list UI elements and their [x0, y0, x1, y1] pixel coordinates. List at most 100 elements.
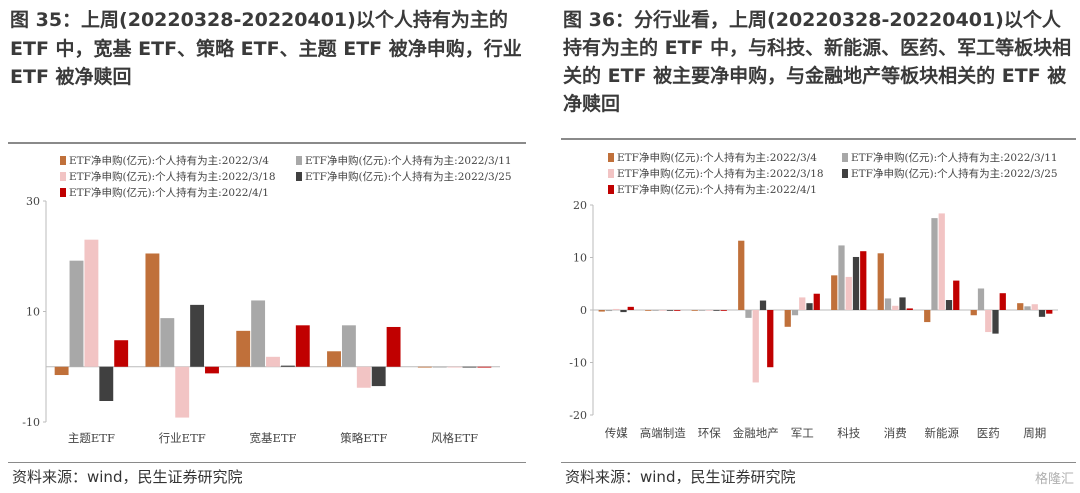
bar — [906, 308, 913, 310]
x-tick-label: 风格ETF — [431, 431, 478, 445]
bar — [145, 253, 160, 367]
bar — [899, 297, 906, 310]
legend-swatch — [842, 169, 848, 178]
source-divider — [561, 462, 1076, 463]
bar — [759, 300, 767, 310]
x-tick-label: 医药 — [977, 426, 1000, 440]
x-tick-label: 军工 — [791, 426, 814, 440]
bar — [838, 245, 845, 310]
x-tick-label: 策略ETF — [340, 431, 387, 445]
bar — [666, 310, 674, 311]
bar — [845, 276, 852, 310]
legend-swatch — [296, 172, 302, 181]
bar — [205, 366, 219, 374]
right-chart: ETF净申购(亿元):个人持有为主:2022/3/4 ETF净申购(亿元):个人持… — [569, 151, 1058, 440]
bar — [190, 304, 205, 367]
bar — [341, 325, 356, 367]
bar — [931, 218, 938, 310]
bar — [752, 310, 759, 383]
bar — [462, 366, 477, 368]
legend-swatch — [296, 156, 302, 165]
bar — [691, 310, 698, 311]
y-tick-label: 10 — [26, 306, 40, 319]
bar — [892, 305, 899, 310]
y-tick-label: 20 — [573, 199, 587, 212]
bar — [852, 256, 860, 310]
bar — [620, 310, 627, 313]
bar — [884, 298, 892, 310]
bar — [831, 275, 838, 310]
bar — [791, 310, 799, 316]
legend-label: ETF净申购(亿元):个人持有为主:2022/4/1 — [69, 186, 269, 199]
chart-title: 图 36：分行业看，上周(20220328-20220401)以个人持有为主的 … — [563, 9, 1072, 115]
legend-label: ETF净申购(亿元):个人持有为主:2022/3/25 — [851, 167, 1058, 180]
legend-label: ETF净申购(亿元):个人持有为主:2022/3/18 — [617, 167, 824, 180]
bar — [114, 340, 129, 367]
legend-label: ETF净申购(亿元):个人持有为主:2022/4/1 — [617, 183, 817, 196]
bar — [356, 366, 371, 388]
legend-swatch — [60, 156, 66, 165]
title-divider — [561, 138, 1076, 140]
legend-swatch — [608, 153, 614, 162]
bar — [1038, 310, 1046, 317]
bar — [877, 253, 884, 310]
bar — [1017, 303, 1024, 310]
bar — [1031, 304, 1038, 310]
bar — [860, 251, 867, 310]
bar — [447, 366, 462, 368]
y-tick-label: 10 — [573, 252, 587, 265]
y-tick-label: -10 — [569, 357, 587, 370]
bar — [953, 280, 960, 310]
left-panel: 图 35：上周(20220328-20220401)以个人持有为主的 ETF 中… — [0, 0, 530, 493]
x-tick-label: 行业ETF — [159, 431, 206, 445]
bar — [674, 310, 681, 311]
x-tick-label: 传媒 — [605, 426, 628, 440]
bar — [745, 310, 752, 318]
legend-label: ETF净申购(亿元):个人持有为主:2022/3/25 — [305, 170, 512, 183]
bar — [999, 293, 1006, 310]
bar — [295, 325, 310, 367]
x-tick-label: 新能源 — [925, 426, 960, 440]
y-tick-label: -10 — [22, 416, 40, 429]
x-tick-label: 宽基ETF — [249, 431, 296, 445]
bar — [175, 366, 190, 418]
bar — [659, 310, 666, 311]
y-tick-label: 0 — [580, 304, 587, 317]
bar — [945, 300, 953, 310]
bar — [477, 366, 492, 368]
bar — [613, 308, 620, 310]
legend-label: ETF净申购(亿元):个人持有为主:2022/3/11 — [851, 151, 1058, 164]
bar — [652, 310, 659, 311]
bar — [386, 326, 401, 367]
legend-swatch — [842, 153, 848, 162]
x-tick-label: 环保 — [698, 426, 721, 440]
x-tick-label: 消费 — [884, 426, 907, 440]
bar — [938, 213, 945, 310]
legend-swatch — [608, 185, 614, 194]
bar — [645, 310, 652, 311]
chart-title: 图 35：上周(20220328-20220401)以个人持有为主的 ETF 中… — [10, 9, 522, 88]
bar — [627, 306, 634, 310]
bar — [784, 310, 791, 327]
bar — [738, 240, 745, 310]
bar — [99, 366, 114, 402]
bar — [706, 310, 713, 311]
bar — [598, 310, 605, 312]
legend-label: ETF净申购(亿元):个人持有为主:2022/3/4 — [617, 151, 817, 164]
bar — [251, 300, 266, 367]
source-note: 资料来源：wind，民生证券研究院 — [12, 468, 243, 486]
source-divider — [8, 462, 526, 463]
y-tick-label: -20 — [569, 409, 587, 422]
legend-swatch — [608, 169, 614, 178]
x-tick-label: 周期 — [1023, 426, 1046, 440]
bar — [160, 318, 175, 367]
bar — [767, 310, 774, 368]
right-panel: 图 36：分行业看，上周(20220328-20220401)以个人持有为主的 … — [553, 0, 1080, 493]
legend-swatch — [60, 188, 66, 197]
bar — [799, 297, 806, 310]
bar — [266, 356, 280, 367]
bar — [371, 366, 386, 387]
legend-swatch — [60, 172, 66, 181]
bar — [977, 288, 985, 310]
left-chart: ETF净申购(亿元):个人持有为主:2022/3/4 ETF净申购(亿元):个人持… — [22, 154, 512, 445]
